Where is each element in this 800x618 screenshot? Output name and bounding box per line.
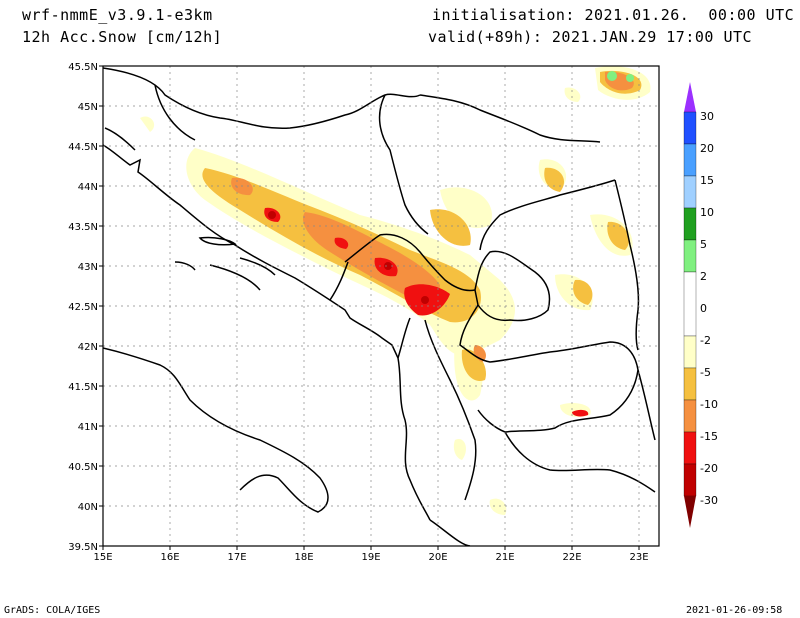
colorbar-label: 20	[700, 142, 714, 155]
colorbar-swatch	[683, 207, 697, 241]
colorbar-label: 30	[700, 110, 714, 123]
lat-label: 45.5N	[68, 62, 98, 73]
colorbar-top-arrow	[684, 82, 696, 112]
colorbar-swatch	[683, 367, 697, 401]
colorbar-label: -2	[700, 334, 711, 347]
valid-time: valid(+89h): 2021.JAN.29 17:00 UTC	[428, 28, 753, 46]
lon-label: 16E	[160, 552, 179, 563]
colorbar-swatch	[683, 175, 697, 209]
lat-label: 44.5N	[68, 142, 98, 153]
lon-label: 22E	[562, 552, 581, 563]
grid	[103, 66, 659, 546]
colorbar-label: -15	[700, 430, 718, 443]
colorbar-labels: 30 20 15 10 5 2 0 -2 -5 -10 -15 -20 -30	[700, 110, 718, 507]
lon-label: 20E	[428, 552, 447, 563]
lat-label: 40N	[78, 502, 98, 513]
colorbar-label: -20	[700, 462, 718, 475]
colorbar-label: 2	[700, 270, 707, 283]
lat-label: 41.5N	[68, 382, 98, 393]
colorbar-bottom-arrow	[684, 496, 696, 528]
lon-label: 15E	[93, 552, 112, 563]
lon-label: 19E	[361, 552, 380, 563]
model-title: wrf-nmmE_v3.9.1-e3km	[22, 6, 213, 24]
field-title: 12h Acc.Snow [cm/12h]	[22, 28, 223, 46]
lon-label: 17E	[227, 552, 246, 563]
lat-label: 42N	[78, 342, 98, 353]
lat-label: 41N	[78, 422, 98, 433]
timestamp-label: 2021-01-26-09:58	[686, 605, 783, 616]
colorbar-label: -30	[700, 494, 718, 507]
colorbar-swatch	[683, 399, 697, 433]
colorbar-swatch	[683, 271, 697, 337]
lat-label: 43.5N	[68, 222, 98, 233]
lat-label: 39.5N	[68, 542, 98, 553]
colorbar-label: 0	[700, 302, 707, 315]
colorbar-swatch	[683, 239, 697, 273]
colorbar-swatch	[683, 431, 697, 465]
lat-label: 40.5N	[68, 462, 98, 473]
init-time: initialisation: 2021.01.26. 00:00 UTC	[432, 6, 795, 24]
lon-labels: 15E 16E 17E 18E 19E 20E 21E 22E 23E	[93, 552, 648, 563]
snow-field	[140, 66, 651, 515]
map-lines	[103, 67, 656, 546]
colorbar-label: 10	[700, 206, 714, 219]
colorbar-label: 5	[700, 238, 707, 251]
lat-labels: 45.5N 45N 44.5N 44N 43.5N 43N 42.5N 42N …	[68, 62, 98, 553]
lat-label: 45N	[78, 102, 98, 113]
colorbar-label: 15	[700, 174, 714, 187]
colorbar-swatch	[683, 463, 697, 497]
credit-label: GrADS: COLA/IGES	[4, 605, 101, 616]
colorbar-label: -5	[700, 366, 711, 379]
lat-label: 44N	[78, 182, 98, 193]
lat-label: 43N	[78, 262, 98, 273]
lon-label: 21E	[495, 552, 514, 563]
colorbar-swatch	[683, 143, 697, 177]
colorbar-swatch	[683, 335, 697, 369]
lon-label: 23E	[629, 552, 648, 563]
colorbar	[683, 82, 697, 528]
lat-label: 42.5N	[68, 302, 98, 313]
lon-label: 18E	[294, 552, 313, 563]
colorbar-label: -10	[700, 398, 718, 411]
colorbar-swatch	[683, 111, 697, 145]
axis-ticks	[99, 65, 640, 550]
